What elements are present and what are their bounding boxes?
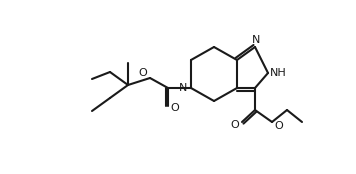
Text: O: O bbox=[274, 121, 283, 131]
Text: O: O bbox=[138, 68, 147, 78]
Text: O: O bbox=[231, 120, 239, 130]
Text: NH: NH bbox=[269, 68, 286, 78]
Text: O: O bbox=[171, 103, 179, 113]
Text: N: N bbox=[179, 83, 187, 93]
Text: N: N bbox=[252, 35, 260, 45]
